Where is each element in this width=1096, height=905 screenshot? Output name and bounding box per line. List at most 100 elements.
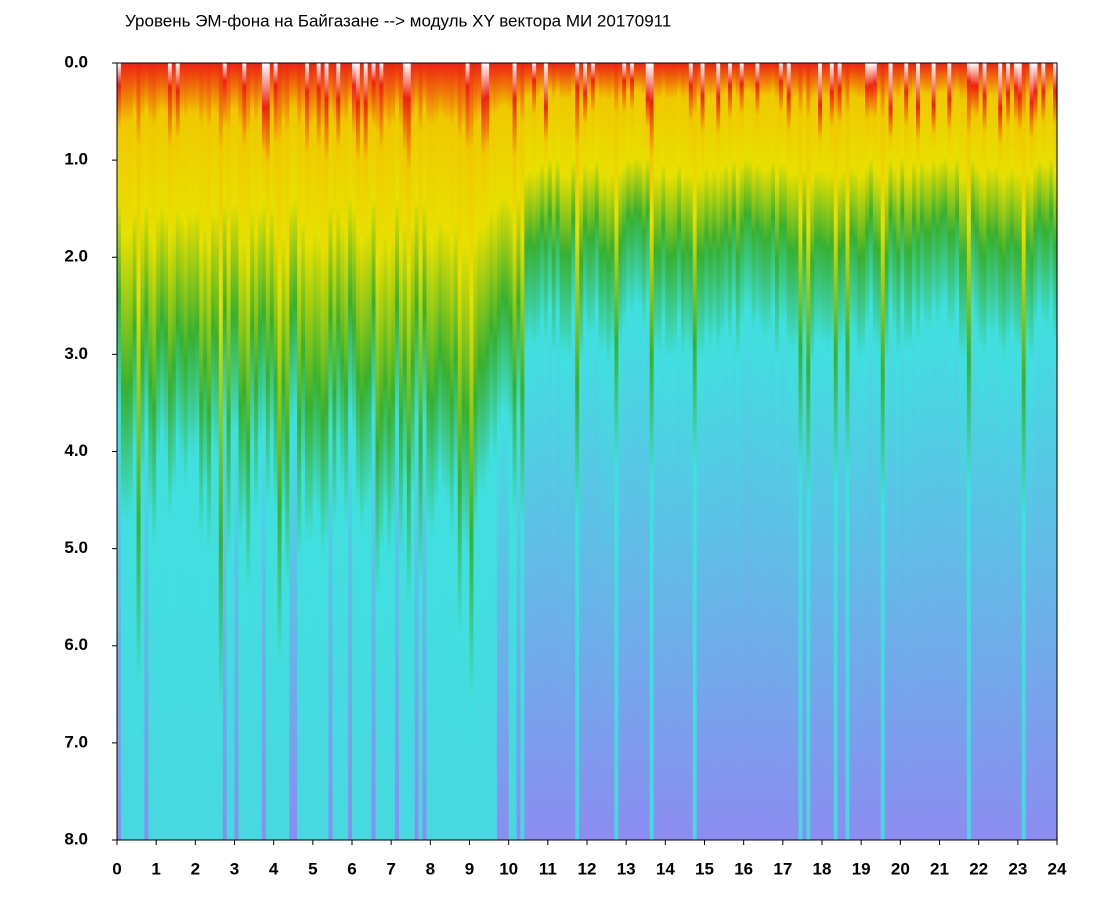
heatmap-column: [117, 63, 122, 840]
heatmap-column: [684, 63, 690, 840]
heatmap-column: [344, 63, 349, 840]
heatmap-column: [818, 63, 823, 840]
heatmap-column: [442, 63, 447, 840]
heatmap-column: [896, 63, 901, 840]
heatmap-column: [453, 63, 459, 840]
x-tick-label: 17: [773, 859, 792, 878]
heatmap-column: [402, 63, 408, 840]
heatmap-column: [536, 63, 541, 840]
heatmap-column: [418, 63, 424, 840]
heatmap-column: [211, 63, 216, 840]
heatmap-column: [336, 63, 341, 840]
heatmap-column: [1045, 63, 1050, 840]
heatmap-column: [751, 63, 757, 840]
heatmap-column: [637, 63, 643, 840]
heatmap-column: [908, 63, 913, 840]
heatmap-column: [959, 63, 964, 840]
heatmap-column: [982, 63, 988, 840]
heatmap-column: [912, 63, 917, 840]
heatmap-column: [681, 63, 686, 840]
heatmap-column: [880, 63, 886, 840]
heatmap-column: [363, 63, 369, 840]
heatmap-column: [500, 63, 506, 840]
heatmap-column: [583, 63, 588, 840]
heatmap-column: [935, 63, 941, 840]
heatmap-column: [974, 63, 980, 840]
heatmap-column: [1002, 63, 1007, 840]
heatmap-column: [261, 63, 267, 840]
heatmap-column: [371, 63, 377, 840]
heatmap-column: [833, 63, 839, 840]
heatmap-column: [320, 63, 326, 840]
x-tick-label: 0: [112, 859, 121, 878]
y-tick-label: 6.0: [64, 635, 88, 654]
heatmap-column: [618, 63, 623, 840]
heatmap-column: [829, 63, 835, 840]
heatmap-column: [923, 63, 929, 840]
heatmap-column: [720, 63, 725, 840]
heatmap-column: [485, 63, 490, 840]
heatmap-column: [755, 63, 760, 840]
heatmap-column: [512, 63, 518, 840]
heatmap-column: [649, 63, 655, 840]
heatmap-column: [496, 63, 502, 840]
heatmap-column: [735, 63, 741, 840]
heatmap-column: [1025, 63, 1031, 840]
x-tick-label: 15: [695, 859, 714, 878]
heatmap-column: [359, 63, 365, 840]
heatmap-column: [1006, 63, 1011, 840]
heatmap-column: [692, 63, 698, 840]
heatmap-column: [199, 63, 204, 840]
heatmap-column: [951, 63, 956, 840]
heatmap-column: [477, 63, 482, 840]
heatmap-column: [301, 63, 306, 840]
heatmap-column: [1041, 63, 1046, 840]
y-tick-label: 5.0: [64, 538, 88, 557]
heatmap-column: [998, 63, 1003, 840]
heatmap-column: [305, 63, 310, 840]
heatmap-column: [1017, 63, 1023, 840]
heatmap-column: [469, 63, 475, 840]
heatmap-column: [931, 63, 937, 840]
heatmap-column: [461, 63, 467, 840]
heatmap-column: [661, 63, 666, 840]
heatmap-column: [986, 63, 992, 840]
heatmap-column: [563, 63, 569, 840]
heatmap-column: [630, 63, 635, 840]
heatmap-column: [352, 63, 357, 840]
x-tick-label: 5: [308, 859, 317, 878]
heatmap-column: [990, 63, 995, 840]
heatmap-column: [888, 63, 894, 840]
heatmap-column: [422, 63, 428, 840]
x-tick-label: 11: [539, 859, 557, 878]
x-tick-label: 23: [1008, 859, 1027, 878]
heatmap-column: [493, 63, 498, 840]
heatmap-column: [175, 63, 181, 840]
heatmap-column: [837, 63, 843, 840]
heatmap-column: [316, 63, 322, 840]
x-tick-label: 21: [930, 859, 949, 878]
heatmap-column: [759, 63, 764, 840]
heatmap-column: [763, 63, 768, 840]
heatmap-column: [916, 63, 921, 840]
heatmap-column: [622, 63, 627, 840]
heatmap-column: [504, 63, 510, 840]
heatmap-column: [160, 63, 165, 840]
heatmap-column: [355, 63, 361, 840]
heatmap-column: [226, 63, 232, 840]
heatmap-column: [473, 63, 478, 840]
heatmap-column: [602, 63, 608, 840]
y-tick-label: 2.0: [64, 247, 88, 266]
heatmap-column: [814, 63, 819, 840]
x-tick-label: 24: [1048, 859, 1067, 878]
heatmap-column: [234, 63, 240, 840]
heatmap-column: [438, 63, 443, 840]
heatmap-column: [798, 63, 804, 840]
heatmap-column: [594, 63, 600, 840]
heatmap-column: [449, 63, 455, 840]
heatmap-column: [904, 63, 909, 840]
heatmap-column: [132, 63, 138, 840]
heatmap-column: [825, 63, 831, 840]
x-tick-label: 8: [426, 859, 435, 878]
heatmap-column: [120, 63, 126, 840]
